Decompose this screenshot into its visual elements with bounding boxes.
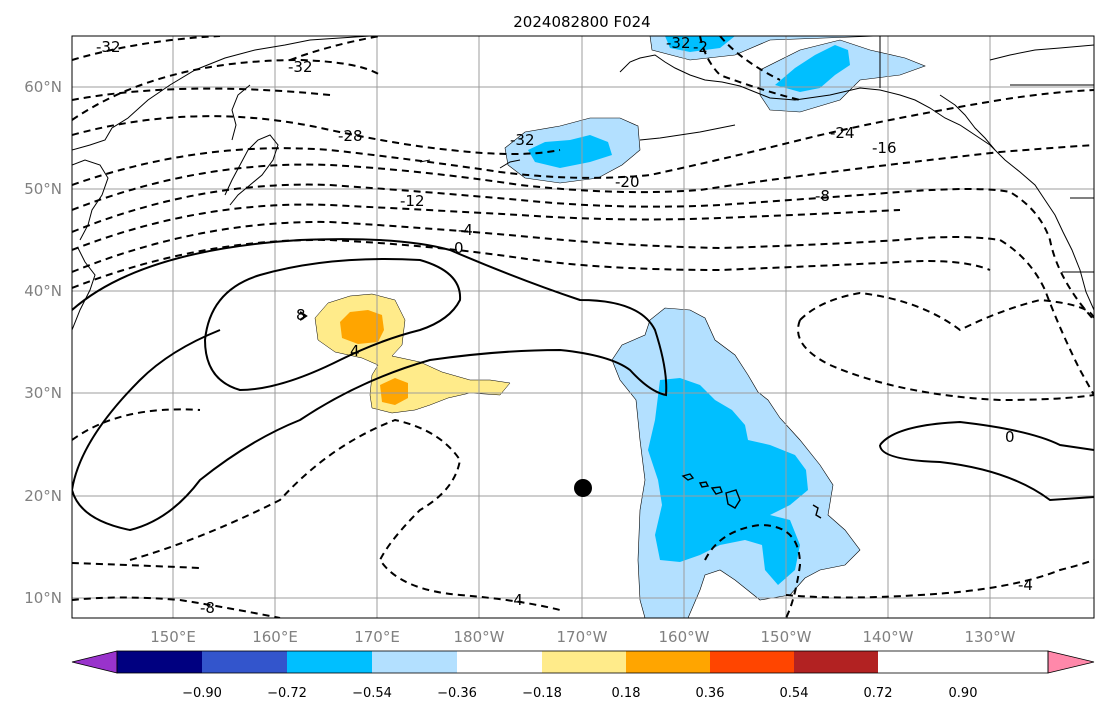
colorbar-bin	[202, 651, 287, 673]
contour-0-e-top	[879, 420, 1094, 451]
lat-label: 50°N	[24, 180, 62, 198]
colorbar-tick: 0.54	[780, 686, 809, 701]
contour--4-e2	[797, 319, 1094, 402]
contour-label: -4	[1018, 576, 1033, 594]
contour--20	[72, 144, 1094, 211]
contour--4-s	[72, 562, 201, 569]
contour--4-n	[72, 238, 991, 289]
colorbar-frame	[116, 650, 1049, 674]
colorbar-tick: 0.18	[612, 686, 641, 701]
contour-0-e-bottom	[879, 444, 1094, 502]
contour-label: -12	[400, 192, 425, 210]
coastlines	[72, 36, 1094, 331]
colorbar-bin	[542, 651, 626, 673]
contour--4-se	[785, 559, 1094, 599]
longitude-labels: 150°E 160°E 170°E 180°W 170°W 160°W 150°…	[150, 628, 1015, 646]
contour--4-ne	[799, 291, 1094, 332]
contour-label: -32	[510, 131, 535, 149]
colorbar-tick: −0.36	[437, 686, 477, 701]
contour--12	[72, 203, 901, 251]
map-area: -32 -32 -28 -32 -32 -2 -24 -16 -20 -12 -…	[72, 34, 1094, 618]
lat-label: 20°N	[24, 487, 62, 505]
contour--28	[72, 115, 561, 155]
map-frame	[71, 35, 1095, 619]
contour--2	[699, 36, 801, 101]
contour-label: 8	[296, 306, 306, 324]
lon-label: 130°W	[965, 628, 1016, 646]
contour--4-hawaii	[704, 523, 802, 618]
colorbar-bin	[794, 651, 878, 673]
lat-label: 60°N	[24, 78, 62, 96]
contours	[72, 36, 1094, 618]
contour-label: -2	[693, 38, 708, 56]
colorbar-extend-left	[71, 650, 118, 674]
colorbar-tick: 0.72	[864, 686, 893, 701]
lon-label: 150°W	[761, 628, 812, 646]
colorbar-bin	[117, 651, 202, 673]
gridlines	[72, 36, 1094, 618]
contour--8-n	[72, 220, 1094, 396]
lat-label: 10°N	[24, 589, 62, 607]
contour-label: -32	[288, 58, 313, 76]
contour-label: -4	[458, 221, 473, 239]
colorbar-bin	[287, 651, 372, 673]
lat-label: 30°N	[24, 384, 62, 402]
colorbar-tick: −0.72	[267, 686, 307, 701]
colorbar-bin	[710, 651, 794, 673]
shading-deep-sky	[528, 36, 850, 585]
lon-label: 180°W	[454, 628, 505, 646]
latitude-labels: 60°N 50°N 40°N 30°N 20°N 10°N	[24, 78, 62, 607]
contour-label: -8	[200, 599, 215, 617]
contour-label: -8	[815, 187, 830, 205]
lon-label: 160°E	[252, 628, 298, 646]
colorbar-tick: 0.36	[696, 686, 725, 701]
contour--16	[72, 183, 1094, 321]
colorbar-tick: 0.90	[949, 686, 978, 701]
colorbar-extend-right	[1047, 650, 1095, 674]
contour--24	[72, 89, 1094, 186]
colorbar-bin	[372, 651, 457, 673]
colorbar-bin	[457, 651, 542, 673]
lon-label: 160°W	[659, 628, 710, 646]
contour-label: -20	[615, 173, 640, 191]
colorbar-bin	[626, 651, 710, 673]
location-marker	[574, 479, 592, 497]
colorbar: −0.90 −0.72 −0.54 −0.36 −0.18 0.18 0.36 …	[71, 650, 1095, 701]
lat-label: 40°N	[24, 282, 62, 300]
contour-label: -4	[508, 591, 523, 609]
contour--4-c	[129, 418, 561, 611]
contour-label: 0	[1005, 428, 1015, 446]
contour-label: -32	[666, 34, 691, 52]
colorbar-tick: −0.54	[352, 686, 392, 701]
contour--4-w	[72, 408, 201, 441]
contour-labels: -32 -32 -28 -32 -32 -2 -24 -16 -20 -12 -…	[96, 34, 1033, 617]
colorbar-tick: −0.18	[522, 686, 562, 701]
lon-label: 150°E	[150, 628, 196, 646]
contour--32-e	[289, 36, 381, 61]
contour-label: -24	[830, 124, 855, 142]
lon-label: 170°E	[354, 628, 400, 646]
figure-title: 2024082800 F024	[513, 13, 650, 31]
contour-4-loop	[203, 258, 462, 392]
contour--32-b	[72, 58, 381, 121]
colorbar-ticks: −0.90 −0.72 −0.54 −0.36 −0.18 0.18 0.36 …	[182, 686, 977, 701]
lon-label: 140°W	[863, 628, 914, 646]
contour-label: 0	[454, 239, 464, 257]
contour--32-a	[72, 36, 221, 61]
contour-label: -28	[338, 127, 363, 145]
colorbar-tick: −0.90	[182, 686, 222, 701]
contour-label: -32	[96, 38, 121, 56]
contour-0-a	[72, 238, 668, 532]
contour-8-loop	[299, 311, 308, 321]
contour-label: -16	[872, 139, 897, 157]
hawaii-islands	[681, 473, 822, 519]
contour--32-c	[72, 87, 331, 101]
contour--32-d	[719, 36, 781, 81]
shading-orange	[340, 310, 408, 405]
contour-label: 4	[350, 342, 360, 360]
contour--8-s	[72, 596, 281, 618]
lon-label: 170°W	[557, 628, 608, 646]
